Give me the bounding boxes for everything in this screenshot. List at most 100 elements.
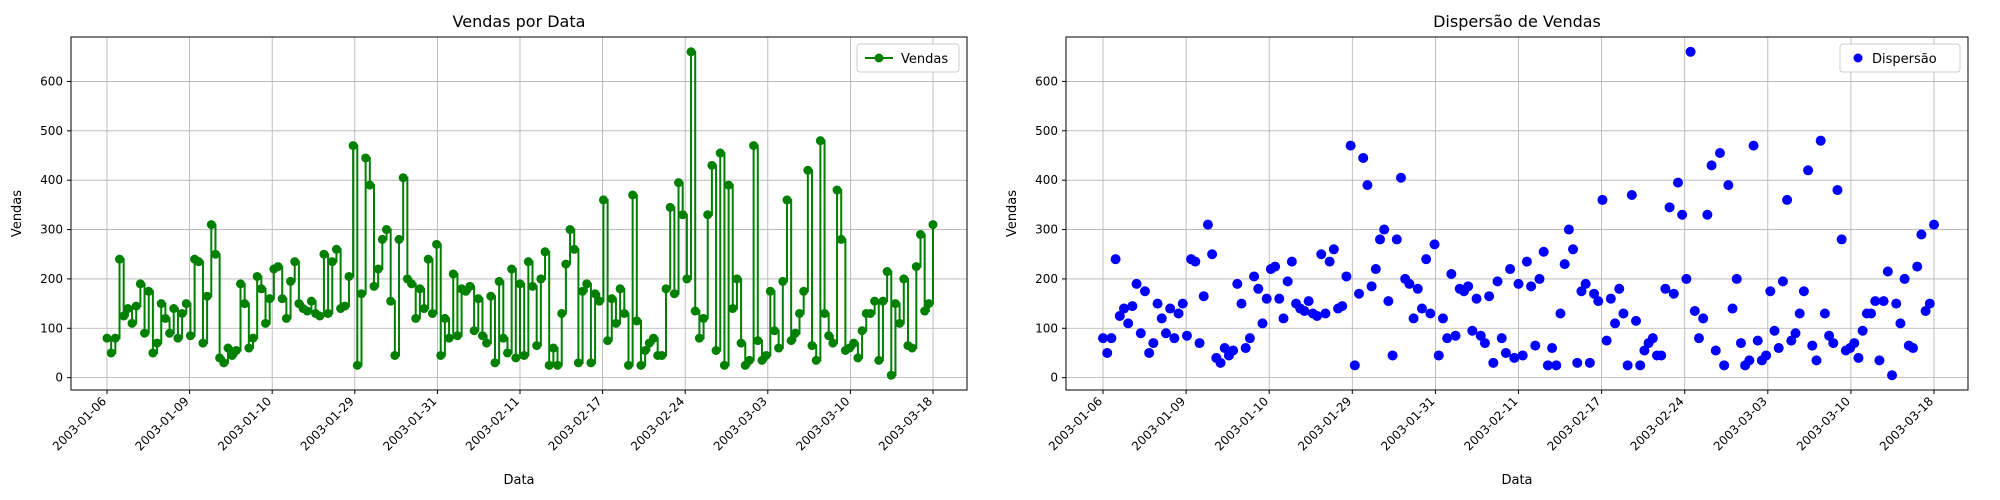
data-point — [536, 274, 546, 284]
data-point — [761, 350, 771, 360]
data-point — [1261, 293, 1272, 304]
data-point — [1891, 298, 1902, 309]
data-point — [1442, 333, 1453, 344]
data-point — [160, 313, 170, 323]
data-point — [477, 331, 487, 341]
data-point — [1114, 310, 1125, 321]
data-point — [1723, 180, 1734, 191]
data-point — [1118, 303, 1129, 314]
data-point — [928, 220, 938, 230]
data-point — [223, 343, 233, 353]
data-point — [1681, 273, 1692, 284]
data-point — [1685, 46, 1696, 57]
data-point — [661, 284, 671, 294]
data-point — [686, 47, 696, 57]
data-point — [1312, 310, 1323, 321]
data-point — [565, 225, 575, 235]
data-point — [907, 343, 917, 353]
data-point — [427, 308, 437, 318]
data-point — [1660, 283, 1671, 294]
x-axis-label: Data — [1501, 473, 1532, 488]
data-point — [1782, 194, 1793, 205]
data-point — [1165, 303, 1176, 314]
data-point — [561, 259, 571, 269]
data-point — [1731, 273, 1742, 284]
data-point — [1471, 293, 1482, 304]
y-tick-label: 600 — [40, 74, 63, 88]
x-axis-label: Data — [503, 473, 534, 488]
data-point — [578, 286, 588, 296]
data-point — [1924, 298, 1935, 309]
data-point — [1836, 234, 1847, 245]
y-tick-label: 500 — [1035, 124, 1058, 138]
data-point — [778, 276, 788, 286]
data-point — [1463, 281, 1474, 292]
data-point — [382, 225, 392, 235]
data-point — [1244, 333, 1255, 344]
data-point — [1786, 335, 1797, 346]
data-point — [699, 313, 709, 323]
data-point — [736, 338, 746, 348]
data-point — [1748, 140, 1759, 151]
data-point — [1156, 313, 1167, 324]
data-point — [1173, 308, 1184, 319]
data-point — [1618, 308, 1629, 319]
data-point — [1857, 325, 1868, 336]
chart-title: Vendas por Data — [453, 12, 586, 31]
data-point — [1274, 293, 1285, 304]
data-point — [1631, 315, 1642, 326]
data-point — [1387, 350, 1398, 361]
data-point — [1139, 286, 1150, 297]
data-point — [915, 229, 925, 239]
data-point — [1920, 306, 1931, 317]
data-point — [1735, 338, 1746, 349]
data-point — [1194, 338, 1205, 349]
data-point — [1412, 283, 1423, 294]
data-point — [657, 350, 667, 360]
data-point — [1895, 318, 1906, 329]
data-point — [1249, 271, 1260, 282]
data-point — [598, 195, 608, 205]
y-tick-label: 200 — [40, 272, 63, 286]
data-point — [1887, 370, 1898, 381]
data-point — [198, 338, 208, 348]
data-point — [1446, 268, 1457, 279]
data-point — [1416, 303, 1427, 314]
data-point — [1324, 256, 1335, 267]
data-point — [528, 281, 538, 291]
data-point — [1815, 135, 1826, 146]
data-point — [1555, 308, 1566, 319]
data-point — [398, 173, 408, 183]
data-point — [486, 291, 496, 301]
data-point — [248, 333, 258, 343]
data-point — [210, 249, 220, 259]
data-point — [407, 279, 417, 289]
y-axis-label: Vendas — [1005, 190, 1020, 237]
grid — [1066, 37, 1968, 390]
data-point — [519, 350, 529, 360]
data-point — [590, 289, 600, 299]
data-point — [1870, 296, 1881, 307]
data-point — [573, 358, 583, 368]
chart-title: Dispersão de Vendas — [1433, 12, 1601, 31]
data-point — [448, 269, 458, 279]
data-point — [1102, 347, 1113, 358]
data-point — [110, 333, 120, 343]
data-point — [774, 343, 784, 353]
data-point — [1744, 355, 1755, 366]
data-point — [344, 271, 354, 281]
data-point — [1358, 152, 1369, 163]
data-point — [1908, 343, 1919, 354]
data-point — [1727, 303, 1738, 314]
data-point — [1551, 360, 1562, 371]
data-point — [849, 338, 859, 348]
data-point — [1689, 306, 1700, 317]
data-point — [820, 308, 830, 318]
data-point — [106, 348, 116, 358]
data-point — [1341, 271, 1352, 282]
data-point — [878, 296, 888, 306]
data-point — [1626, 189, 1637, 200]
data-point — [1668, 288, 1679, 299]
data-point — [365, 180, 375, 190]
